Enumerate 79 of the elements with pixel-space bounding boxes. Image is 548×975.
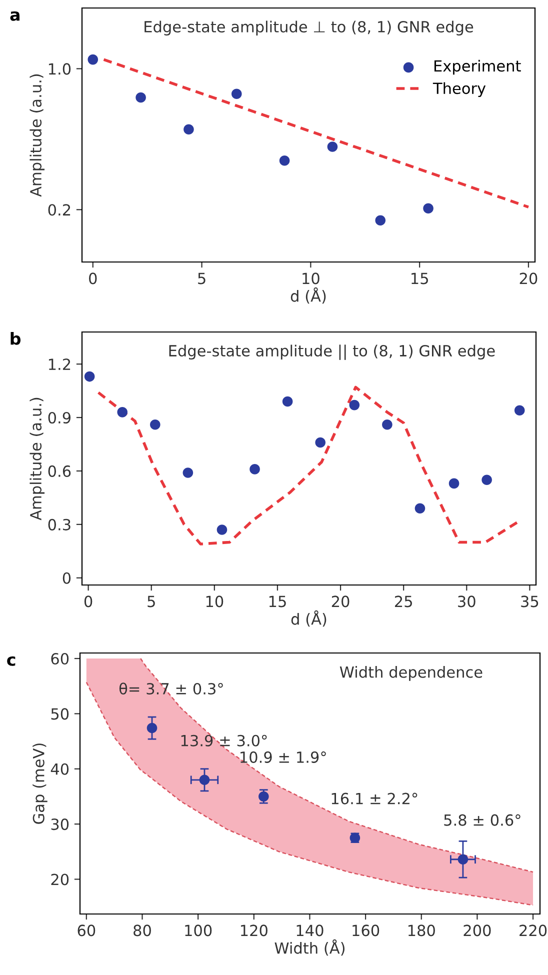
y-tick-label: 50 [51, 708, 69, 720]
point [279, 155, 290, 166]
y-tick-label: 20 [51, 874, 69, 886]
point [216, 524, 228, 535]
x-tick-label: 10 [206, 596, 224, 608]
annotation: 5.8 ± 0.6° [444, 814, 520, 826]
x-tick-label: 5 [198, 272, 206, 284]
y-tick-label: 1.0 [48, 63, 71, 75]
point [375, 215, 386, 226]
point [146, 722, 158, 734]
point [182, 468, 194, 478]
x-tick-label: 0 [89, 272, 97, 284]
x-tick-label: 100 [185, 924, 212, 936]
y-tick-label: 1.2 [48, 358, 70, 370]
x-tick-label: 0 [84, 596, 92, 608]
x-tick-label: 35 [521, 596, 538, 608]
point [327, 142, 338, 152]
text: Width dependence [340, 666, 482, 681]
point [382, 419, 392, 430]
point [414, 503, 426, 514]
y-axis-title: Amplitude (a.u.) [30, 398, 45, 520]
x-tick-label: 160 [352, 924, 380, 936]
x-tick-label: 180 [408, 924, 435, 936]
y-tick-label: 30 [51, 818, 69, 830]
point [199, 774, 210, 786]
point [514, 405, 525, 416]
annotation: 13.9 ± 3.0° [181, 734, 267, 746]
text: b [10, 332, 21, 345]
text: Edge-state amplitude || to (8, 1) GNR edge [169, 344, 495, 360]
legend-label: Experiment [434, 60, 521, 75]
line-series [140, 658, 534, 873]
point [184, 124, 194, 135]
text: a [10, 11, 20, 21]
text: Edge-state amplitude ⊥ to (8, 1) GNR edge [144, 20, 474, 36]
x-tick-label: 140 [296, 924, 324, 936]
point [88, 54, 98, 65]
x-axis-title: Width (Å) [274, 939, 344, 956]
point [423, 203, 434, 214]
point [448, 478, 460, 489]
y-tick-label: 40 [50, 763, 69, 775]
x-tick-label: 200 [464, 924, 491, 936]
annotation: 10.9 ± 1.9° [240, 751, 326, 763]
point [150, 419, 160, 430]
x-tick-label: 220 [520, 924, 547, 936]
point [349, 400, 360, 410]
y-tick-label: 0 [62, 572, 71, 584]
x-tick-label: 5 [148, 596, 155, 608]
x-tick-label: 20 [332, 596, 350, 608]
x-tick-label: 15 [269, 596, 286, 608]
y-tick-label: 0.6 [48, 465, 71, 477]
x-tick-label: 25 [394, 596, 412, 608]
point [136, 92, 146, 103]
x-tick-label: 30 [458, 596, 476, 608]
point [482, 474, 492, 486]
y-tick-label: 0.2 [48, 204, 70, 216]
y-tick-label: 0.3 [48, 518, 70, 530]
x-tick-label: 10 [302, 272, 320, 284]
point [250, 464, 260, 474]
x-tick-label: 60 [78, 924, 96, 936]
x-tick-label: 80 [134, 924, 151, 936]
y-tick-label: 60 [51, 652, 69, 665]
y-axis-title: Amplitude (a.u.) [30, 74, 45, 197]
text: c [7, 656, 16, 666]
point [84, 371, 95, 382]
legend-label: Theory [432, 82, 486, 98]
x-axis-title: d (Å) [290, 287, 326, 304]
x-tick-label: 20 [520, 272, 538, 284]
annotation: 16.1 ± 2.2° [332, 792, 418, 804]
annotation: θ= 3.7 ± 0.3° [119, 682, 223, 695]
point [282, 396, 293, 407]
point [458, 854, 468, 865]
x-tick-label: 120 [240, 924, 268, 936]
x-tick-label: 15 [412, 272, 428, 284]
point [231, 88, 242, 100]
point [117, 407, 128, 418]
y-axis-title: Gap (meV) [32, 744, 48, 824]
x-axis-title: d (Å) [291, 610, 326, 627]
y-tick-label: 0.9 [48, 412, 71, 424]
point [315, 437, 326, 448]
